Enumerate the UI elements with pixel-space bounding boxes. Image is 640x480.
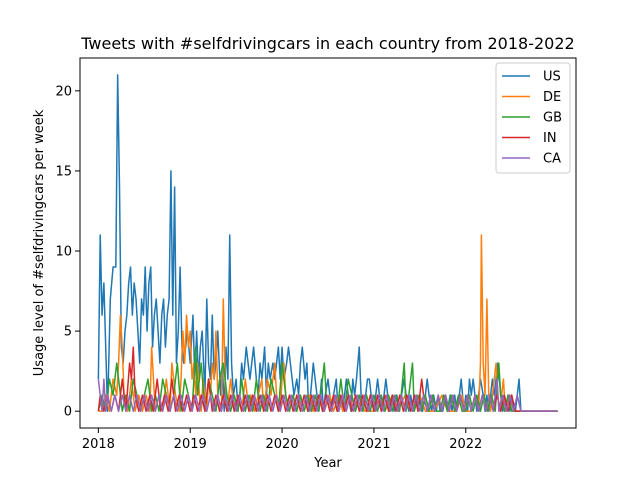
x-tick-label: 2022 xyxy=(449,437,482,452)
series-layer xyxy=(97,74,558,412)
y-tick-label: 20 xyxy=(55,84,72,99)
y-tick-label: 5 xyxy=(64,325,72,340)
y-tick-label: 10 xyxy=(55,245,72,260)
legend-label-ca: CA xyxy=(543,152,561,167)
legend-label-gb: GB xyxy=(543,111,562,126)
y-tick-label: 0 xyxy=(64,405,72,420)
x-tick-label: 2020 xyxy=(266,437,299,452)
x-tick-label: 2019 xyxy=(174,437,207,452)
legend-box xyxy=(495,62,571,174)
series-line-ca xyxy=(97,378,558,412)
legend-label-in: IN xyxy=(543,131,557,146)
x-tick-label: 2021 xyxy=(357,437,390,452)
legend: US DE GB IN CA xyxy=(495,62,571,174)
y-axis: 0 5 10 15 20 xyxy=(55,84,80,420)
y-tick-label: 15 xyxy=(55,164,72,179)
plot-frame xyxy=(79,57,577,429)
legend-label-us: US xyxy=(543,70,561,85)
x-axis-label: Year xyxy=(313,456,342,471)
x-axis: 2018 2019 2020 2021 2022 xyxy=(82,428,482,452)
chart-title: Tweets with #selfdrivingcars in each cou… xyxy=(80,34,574,53)
y-axis-label: Usage level of #selfdrivingcars per week xyxy=(32,109,47,376)
legend-label-de: DE xyxy=(543,90,561,105)
x-tick-label: 2018 xyxy=(82,437,115,452)
